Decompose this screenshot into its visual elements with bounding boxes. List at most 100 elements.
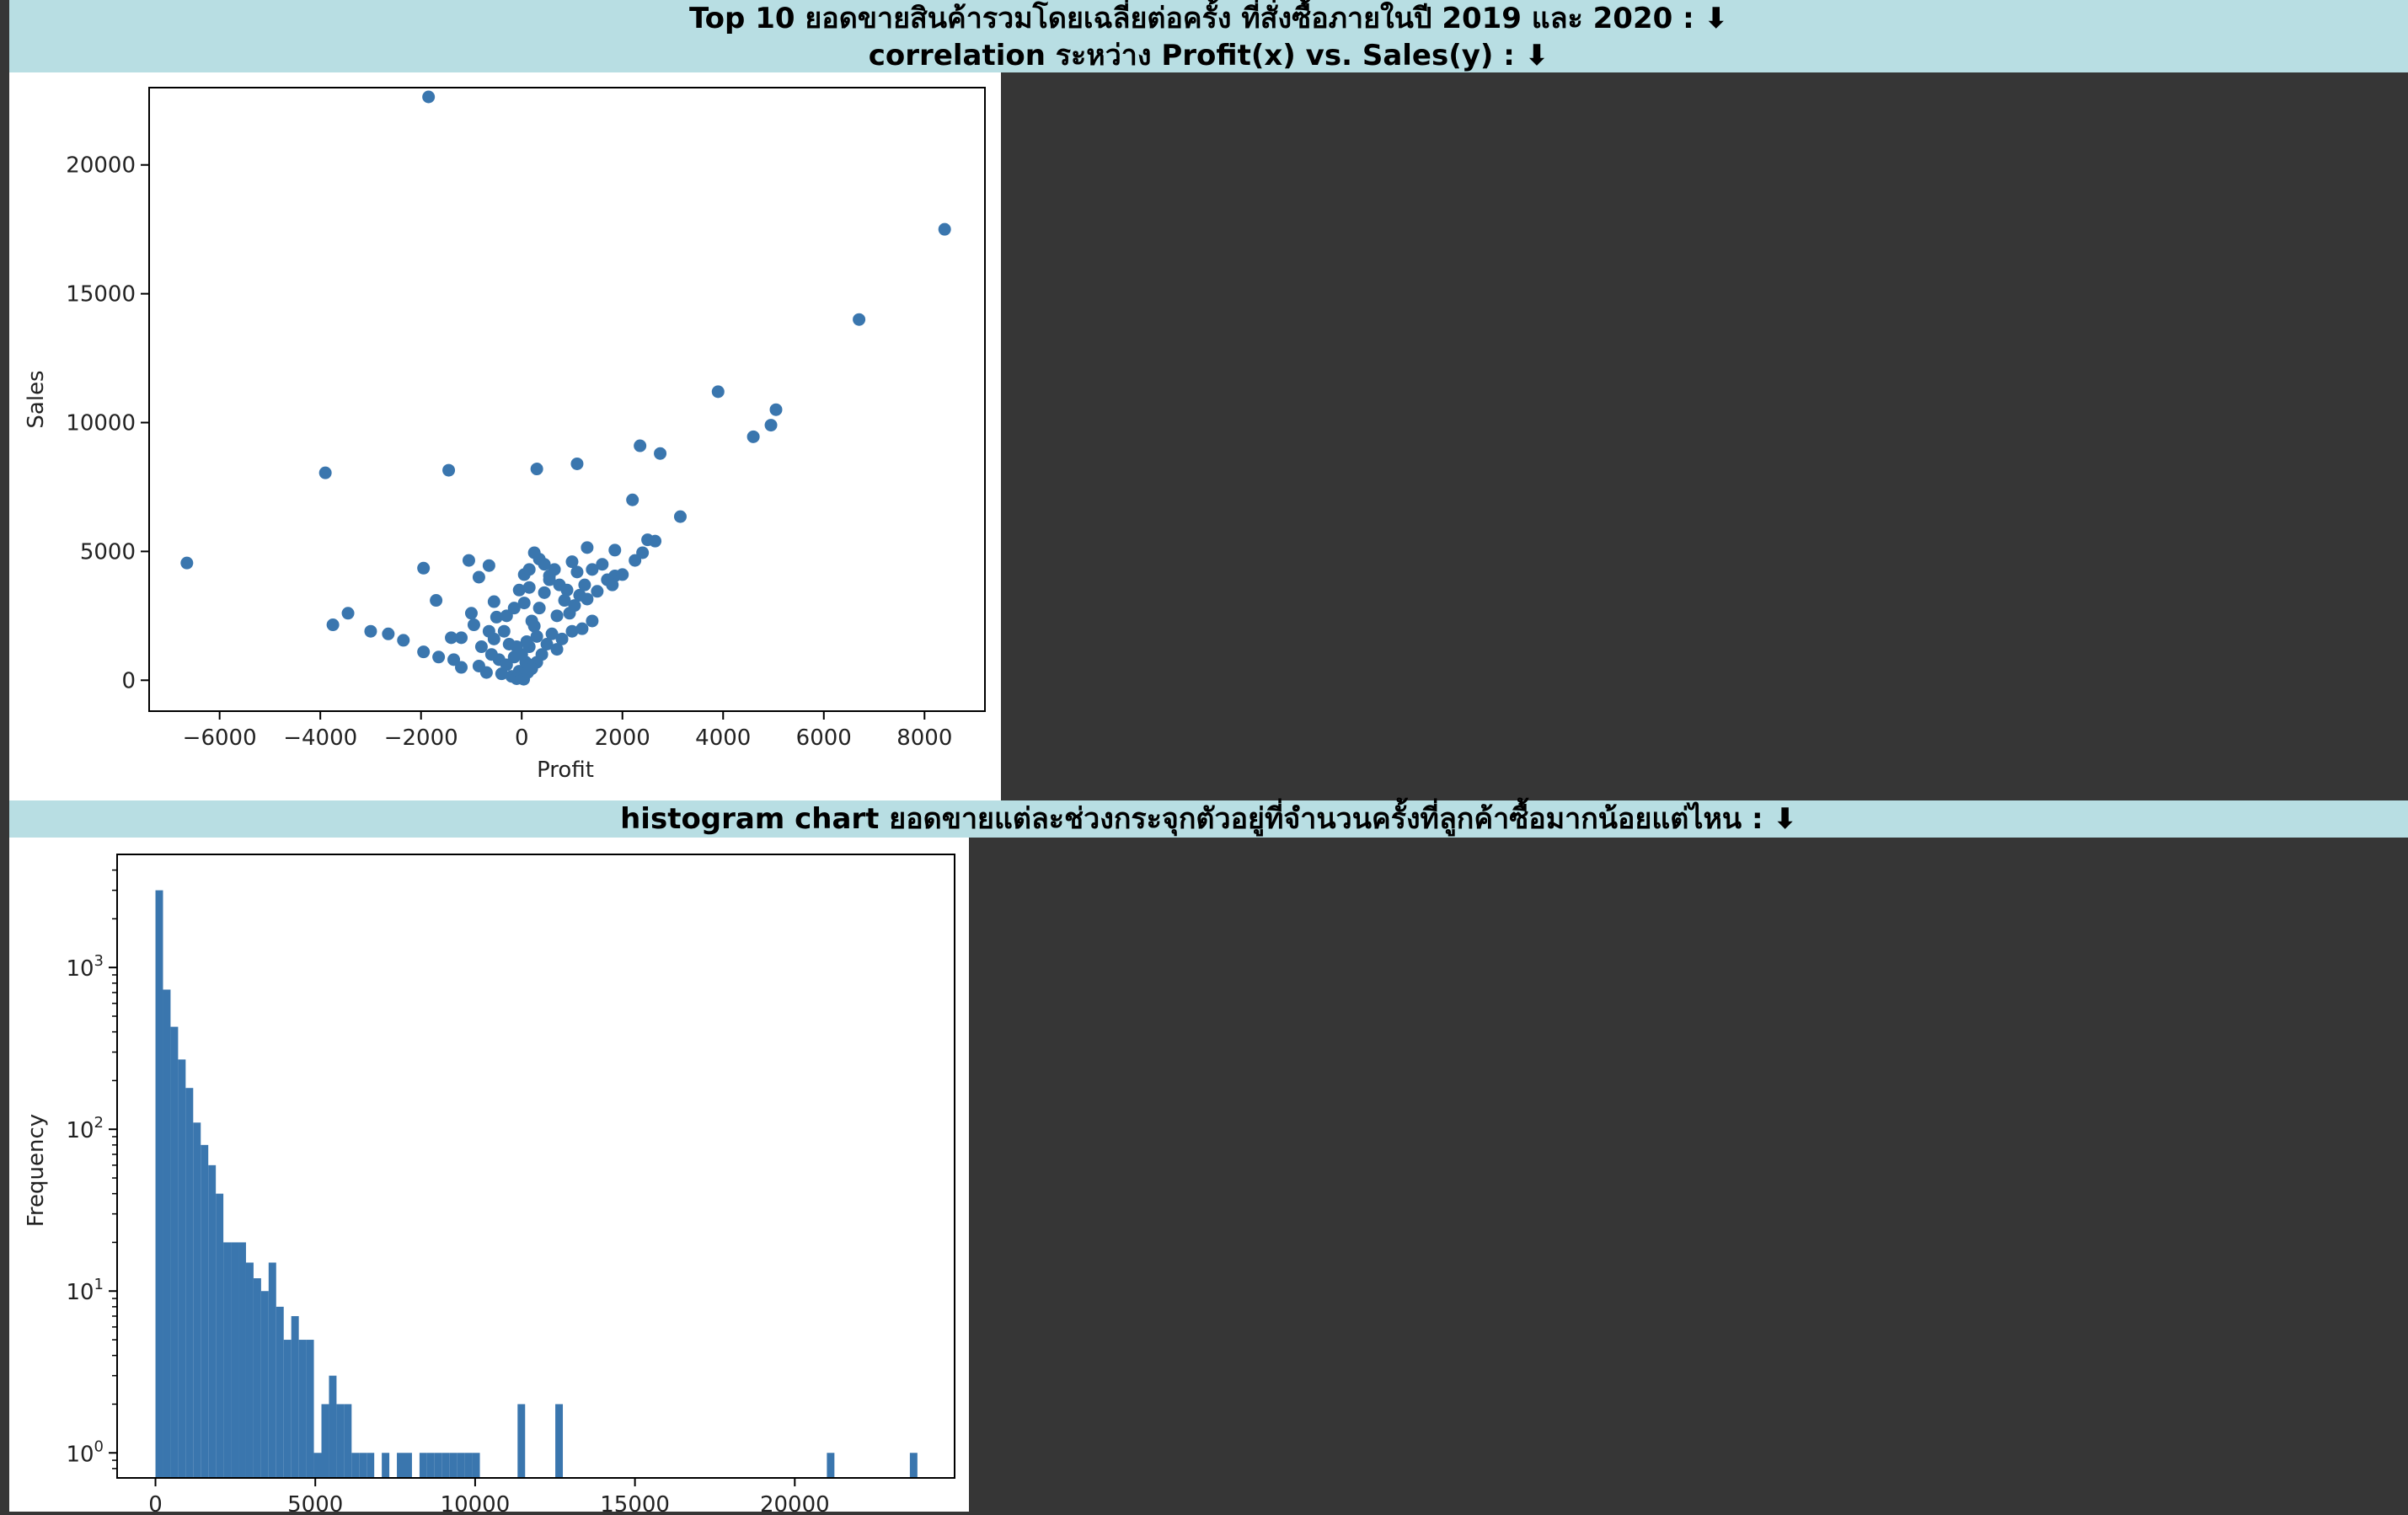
histogram-bar [359,1453,367,1478]
scatter-point [578,579,591,592]
scatter-point [488,596,500,608]
histogram-banner: histogram chart ยอดขายแต่ละช่วงกระจุกตัว… [9,800,2408,838]
histogram-bar [170,1027,178,1478]
scatter-x-tick-label: −2000 [384,725,458,751]
scatter-point [445,631,458,644]
scatter-point [939,223,951,236]
scatter-point [626,494,639,506]
histogram-bar [442,1453,450,1478]
scatter-y-ticks: 0 5000 10000 15000 20000 [66,153,149,694]
scatter-point [455,661,468,674]
scatter-point [765,419,778,431]
histogram-bar [246,1262,254,1478]
histogram-x-tick-label: 0 [148,1492,163,1512]
scatter-point [327,618,340,631]
scatter-point [596,558,608,570]
histogram-bar [473,1453,480,1478]
histogram-bar [201,1145,208,1478]
scatter-point [522,666,534,679]
left-edge-strip [0,0,9,1512]
histogram-bar [827,1453,834,1478]
scatter-x-tick-label: −6000 [183,725,257,751]
scatter-xlabel: Profit [537,758,594,783]
histogram-bar [458,1453,465,1478]
scatter-point [747,431,760,443]
scatter-point [518,597,531,609]
scatter-y-tick-label: 20000 [66,153,136,179]
histogram-x-tick-label: 20000 [760,1492,830,1512]
histogram-bar [329,1376,336,1478]
histogram-y-tick-label: 103 [66,952,104,982]
histogram-bars [156,891,969,1478]
scatter-point [483,625,495,638]
histogram-bar [307,1340,314,1478]
scatter-x-ticks: −6000 −4000 −2000 0 2000 4000 6000 8000 [183,711,953,751]
scatter-ylabel: Sales [24,370,49,428]
scatter-point [511,640,523,653]
scatter-point [463,554,475,567]
histogram-bar [193,1122,201,1478]
histogram-bar [261,1291,269,1478]
scatter-point [526,614,538,627]
scatter-point [629,554,641,567]
histogram-y-tick-label: 101 [66,1276,104,1305]
histogram-bar [427,1453,435,1478]
heading-histogram: histogram chart ยอดขายแต่ละช่วงกระจุกตัว… [9,800,2408,838]
scatter-point [432,650,445,663]
histogram-bar [555,1404,563,1478]
histogram-x-ticks: 0 5000 10000 15000 20000 [148,1478,829,1512]
scatter-point [422,91,435,104]
scatter-point [531,463,543,475]
histogram-bar [185,1088,193,1478]
scatter-point [500,658,513,671]
histogram-y-tick-label: 102 [66,1114,104,1143]
scatter-point [483,559,495,572]
scatter-point [533,602,546,614]
histogram-bar [223,1242,231,1478]
histogram-chart-panel: 0 5000 10000 15000 20000 100 101 102 103 Freque… [9,838,969,1512]
scatter-point [417,562,430,575]
scatter-point [430,594,442,607]
scatter-point [397,634,409,646]
histogram-y-tick-label: 100 [66,1437,104,1467]
histogram-bar [178,1059,185,1478]
scatter-point [543,570,556,582]
scatter-point [616,568,629,581]
scatter-point [538,586,551,599]
scatter-point [342,607,355,619]
scatter-point [551,643,564,656]
histogram-bar [322,1404,329,1478]
histogram-bar [163,989,170,1478]
scatter-point [770,404,783,416]
scatter-point [538,558,551,570]
histogram-bar [156,891,163,1478]
scatter-point [606,579,618,592]
histogram-y-ticks: 100 101 102 103 [66,870,117,1469]
histogram-bar [450,1453,458,1478]
scatter-point [382,628,394,640]
scatter-point [586,614,598,627]
scatter-point [853,313,865,326]
scatter-point [551,609,564,622]
histogram-bar [367,1453,374,1478]
scatter-point [465,607,478,619]
scatter-point [634,440,646,452]
scatter-point [498,625,511,638]
scatter-points [180,91,950,686]
histogram-bar [238,1242,246,1478]
scatter-point [468,618,480,631]
scatter-x-tick-label: 2000 [595,725,650,751]
scatter-x-tick-label: −4000 [283,725,357,751]
histogram-x-tick-label: 5000 [287,1492,343,1512]
histogram-bar [344,1404,351,1478]
histogram-bar [208,1165,216,1478]
header-banner: Top 10 ยอดขายสินค้ารวมโดยเฉลี่ยต่อครั้ง … [9,0,2408,72]
histogram-bar [254,1278,261,1478]
scatter-point [475,640,488,653]
scatter-x-tick-label: 4000 [695,725,751,751]
scatter-point [565,625,578,638]
scatter-point [674,511,687,523]
histogram-chart: 0 5000 10000 15000 20000 100101102103 Freque… [9,838,969,1512]
scatter-point [180,557,193,570]
histogram-bar [382,1453,389,1478]
